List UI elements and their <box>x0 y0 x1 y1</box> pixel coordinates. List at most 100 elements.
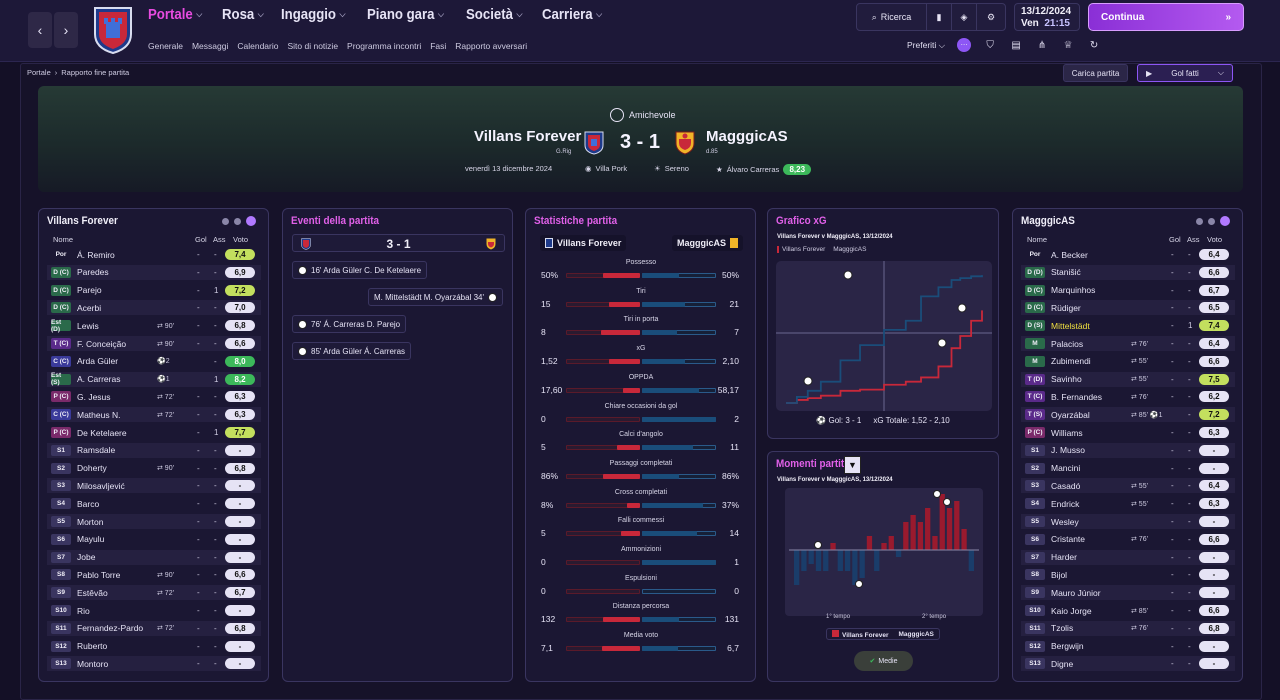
player-row[interactable]: S4 Barco - - - <box>47 496 261 511</box>
event-row[interactable]: 76' Á. Carreras D. Parejo <box>292 315 407 333</box>
trophy-icon[interactable]: ♕ <box>1063 39 1073 51</box>
col-gol[interactable]: Gol <box>195 235 207 244</box>
player-row[interactable]: S9 Estêvão ⇄ 72' - -6,7 <box>47 585 261 601</box>
player-name[interactable]: Montoro <box>77 658 109 669</box>
player-name[interactable]: Morton <box>77 516 104 527</box>
player-row[interactable]: C (C) Matheus N. ⇄ 72' - -6,3 <box>47 407 261 423</box>
player-name[interactable]: Digne <box>1051 658 1074 669</box>
player-name[interactable]: Rüdiger <box>1051 302 1081 313</box>
player-name[interactable]: Acerbi <box>77 302 102 313</box>
player-name[interactable]: A. Becker <box>1051 249 1088 260</box>
player-name[interactable]: Casadó <box>1051 480 1081 491</box>
player-row[interactable]: P (C) Williams - -6,3 <box>1021 425 1235 440</box>
player-name[interactable]: Matheus N. <box>77 409 121 420</box>
player-row[interactable]: D (C) Parejo - 1 7,2 <box>47 283 261 298</box>
pager-dot[interactable] <box>234 217 241 225</box>
player-name[interactable]: G. Jesus <box>77 391 111 402</box>
pager-dot-active[interactable] <box>246 216 256 226</box>
col-voto[interactable]: Voto <box>1207 235 1223 244</box>
chat-icon[interactable]: ⋯ <box>957 38 972 52</box>
player-name[interactable]: J. Musso <box>1051 445 1086 456</box>
load-match-button[interactable]: Carica partita <box>1063 64 1128 82</box>
home-team-name[interactable]: Villans Forever <box>474 128 582 145</box>
player-name[interactable]: B. Fernandes <box>1051 391 1103 402</box>
menu-rosa[interactable]: Rosa ⌵ <box>221 6 264 23</box>
player-row[interactable]: S12 Bergwijn - - - <box>1021 639 1235 654</box>
player-row[interactable]: T (C) F. Conceição ⇄ 90' - -6,6 <box>47 336 261 351</box>
away-team-name[interactable]: MagggicAS <box>706 128 788 145</box>
shield-icon[interactable]: ◈ <box>952 4 977 30</box>
player-name[interactable]: Oyarzábal <box>1051 409 1090 420</box>
player-row[interactable]: S3 Milosavljević - - - <box>47 478 261 494</box>
submenu-rapporto[interactable]: Rapporto avversari <box>455 41 528 51</box>
player-name[interactable]: Jobe <box>77 552 96 563</box>
submenu-fasi[interactable]: Fasi <box>430 41 447 51</box>
player-name[interactable]: Pablo Torre <box>77 569 121 580</box>
player-row[interactable]: S6 Mayulu - - - <box>47 532 261 547</box>
player-name[interactable]: Bijol <box>1051 569 1068 580</box>
player-name[interactable]: Fernandez-Pardo <box>77 623 144 634</box>
player-row[interactable]: S5 Wesley - - - <box>1021 514 1235 529</box>
player-row[interactable]: Est (D) Lewis ⇄ 90' - -6,8 <box>47 318 261 333</box>
player-row[interactable]: Est (S) A. Carreras ⚽1 1 8,2 <box>47 371 261 387</box>
player-row[interactable]: S3 Casadó ⇄ 55' - -6,4 <box>1021 478 1235 494</box>
player-row[interactable]: C (C) Arda Güler ⚽2 -8,0 <box>47 354 261 369</box>
player-name[interactable]: Wesley <box>1051 516 1079 527</box>
col-nome[interactable]: Nome <box>53 235 74 244</box>
menu-ingaggio[interactable]: Ingaggio ⌵ <box>281 6 346 23</box>
player-name[interactable]: Cristante <box>1051 534 1086 545</box>
player-name[interactable]: Doherty <box>77 463 107 474</box>
pager-dot[interactable] <box>1196 217 1203 225</box>
menu-societa[interactable]: Società ⌵ <box>466 6 523 23</box>
player-row[interactable]: S11 Tzolis ⇄ 76' - -6,8 <box>1021 620 1235 636</box>
player-row[interactable]: S11 Fernandez-Pardo ⇄ 72' - -6,8 <box>47 620 261 636</box>
search-button[interactable]: ⌕ Ricerca <box>857 4 927 30</box>
player-row[interactable]: T (D) Savinho ⇄ 55' - -7,5 <box>1021 371 1235 387</box>
player-row[interactable]: M Zubimendi ⇄ 55' - -6,6 <box>1021 354 1235 369</box>
player-name[interactable]: Rio <box>77 605 90 616</box>
menu-carriera[interactable]: Carriera ⌵ <box>542 6 603 23</box>
player-name[interactable]: Palacios <box>1051 338 1084 349</box>
player-row[interactable]: Por A. Becker - -6,4 <box>1021 247 1235 262</box>
event-row[interactable]: 16' Arda Güler C. De Ketelaere <box>292 261 428 279</box>
goals-dropdown[interactable]: ▶ Gol fatti ⌵ <box>1137 64 1233 82</box>
match-mvp[interactable]: ★ Álvaro Carreras 8,23 <box>716 164 812 175</box>
player-row[interactable]: S7 Jobe - - - <box>47 549 261 565</box>
player-row[interactable]: D (D) Stanišić - -6,6 <box>1021 264 1235 280</box>
player-row[interactable]: M Palacios ⇄ 76' - -6,4 <box>1021 336 1235 351</box>
player-row[interactable]: S1 J. Musso - - - <box>1021 442 1235 458</box>
player-name[interactable]: Paredes <box>77 267 109 278</box>
menu-piano-gara[interactable]: Piano gara ⌵ <box>366 6 444 23</box>
bookmark-icon[interactable]: ▮ <box>927 4 952 30</box>
player-row[interactable]: T (C) B. Fernandes ⇄ 76' - -6,2 <box>1021 389 1235 404</box>
player-row[interactable]: D (C) Paredes - -6,9 <box>47 264 261 280</box>
player-row[interactable]: P (C) De Ketelaere - 1 7,7 <box>47 425 261 440</box>
player-name[interactable]: Bergwijn <box>1051 641 1084 652</box>
submenu-news[interactable]: Sito di notizie <box>287 41 339 51</box>
player-name[interactable]: Lewis <box>77 320 99 331</box>
player-row[interactable]: S10 Kaio Jorge ⇄ 85' - -6,6 <box>1021 603 1235 618</box>
continue-button[interactable]: Continua» <box>1088 3 1244 31</box>
player-row[interactable]: S1 Ramsdale - - - <box>47 442 261 458</box>
averages-button[interactable]: ✔ Medie <box>854 651 913 671</box>
menu-portale[interactable]: Portale ⌵ <box>148 6 203 23</box>
player-name[interactable]: Estêvão <box>77 587 108 598</box>
player-name[interactable]: F. Conceição <box>77 338 127 349</box>
player-name[interactable]: Mancini <box>1051 463 1081 474</box>
player-row[interactable]: S10 Rio - - - <box>47 603 261 618</box>
player-name[interactable]: Mayulu <box>77 534 105 545</box>
player-row[interactable]: S8 Bijol - - - <box>1021 567 1235 582</box>
player-name[interactable]: Endrick <box>1051 498 1080 509</box>
club-crest-icon[interactable] <box>93 6 133 54</box>
shirt-icon[interactable]: ⛉ <box>986 39 994 51</box>
col-ass[interactable]: Ass <box>213 235 226 244</box>
player-row[interactable]: Por Á. Remiro - -7,4 <box>47 247 261 262</box>
gear-icon[interactable]: ⚙ <box>986 11 996 22</box>
player-name[interactable]: A. Carreras <box>77 374 121 385</box>
player-row[interactable]: S8 Pablo Torre ⇄ 90' - -6,6 <box>47 567 261 582</box>
clipboard-icon[interactable]: ▤ <box>1011 39 1021 51</box>
breadcrumb-portale[interactable]: Portale <box>27 68 51 77</box>
player-row[interactable]: S4 Endrick ⇄ 55' - -6,3 <box>1021 496 1235 511</box>
submenu-generale[interactable]: Generale <box>148 41 183 51</box>
pager-dot-active[interactable] <box>1220 216 1230 226</box>
